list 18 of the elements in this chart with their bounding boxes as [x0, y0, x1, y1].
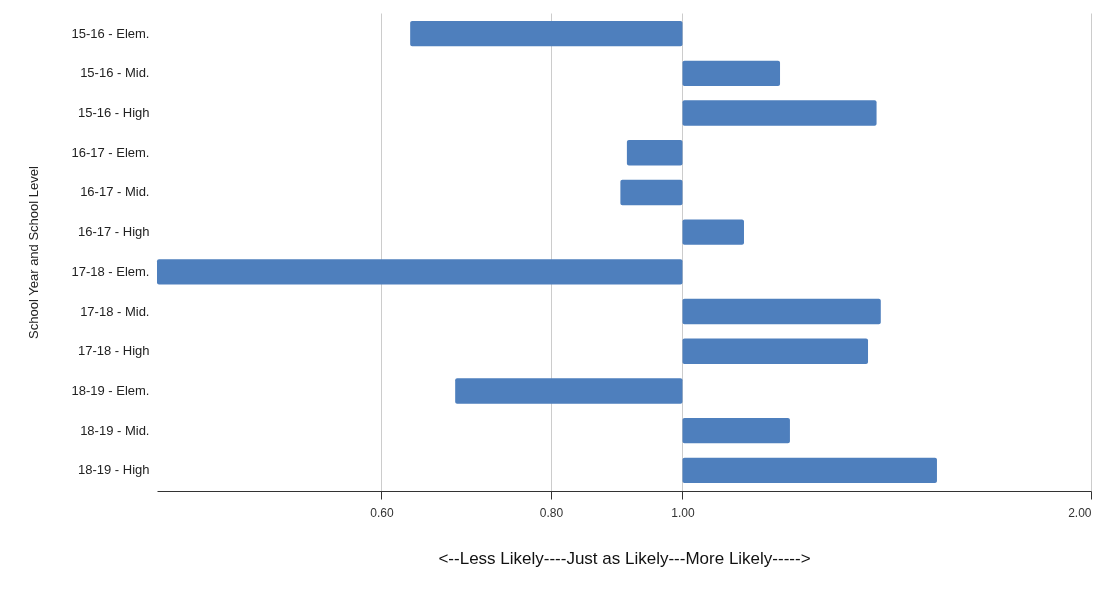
y-axis-title: School Year and School Level [26, 166, 42, 339]
y-tick-label: 18-19 - High [77, 462, 150, 478]
x-axis-title: <--Less Likely----Just as Likely---More Likely-----> [438, 548, 811, 568]
y-tick-label: 15-16 - Elem. [71, 25, 150, 41]
y-tick-label: 18-19 - Mid. [80, 422, 150, 438]
y-tick-label: 16-17 - Mid. [80, 184, 150, 200]
y-tick-label: 16-17 - High [77, 224, 150, 240]
x-tick-label: 0.60 [370, 505, 394, 520]
y-tick-label: 15-16 - Mid. [80, 65, 150, 81]
x-tick-label: 0.80 [539, 505, 564, 520]
y-tick-label: 17-18 - High [77, 343, 150, 359]
y-tick-label: 17-18 - Mid. [80, 303, 150, 319]
x-tick-label: 2.00 [1068, 505, 1092, 520]
y-tick-label: 18-19 - Elem. [71, 382, 150, 398]
x-tick-label: 1.00 [671, 505, 695, 520]
y-tick-label: 15-16 - High [77, 105, 150, 121]
y-tick-label: 17-18 - Elem. [71, 263, 150, 279]
y-tick-label: 16-17 - Elem. [71, 144, 150, 160]
